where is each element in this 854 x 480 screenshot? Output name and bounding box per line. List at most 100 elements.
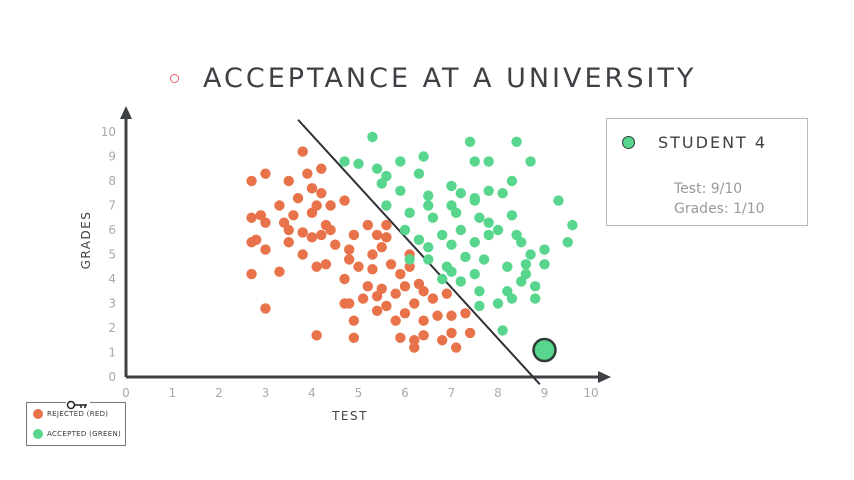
- accepted-point: [413, 234, 425, 245]
- rejected-point: [464, 327, 476, 339]
- accepted-point: [492, 298, 504, 309]
- accepted-point: [437, 273, 448, 285]
- title-bullet-icon: [170, 73, 179, 83]
- rejected-point: [371, 290, 383, 302]
- x-tick-label: 1: [169, 386, 177, 400]
- x-tick-label: 8: [494, 386, 502, 400]
- rejected-point: [316, 163, 327, 174]
- rejected-point: [325, 200, 336, 211]
- rejected-point: [320, 259, 332, 270]
- accepted-point: [567, 219, 578, 231]
- axes: [120, 106, 611, 383]
- rejected-point: [385, 259, 397, 270]
- x-tick-label: 0: [122, 386, 130, 400]
- rejected-point: [316, 188, 327, 199]
- rejected-point: [409, 342, 420, 353]
- accepted-point: [395, 185, 406, 196]
- rejected-point: [371, 229, 383, 241]
- rejected-point: [260, 217, 271, 228]
- key-icon: [66, 397, 90, 410]
- accepted-point: [446, 180, 457, 192]
- tick-labels: 0 1 2 3 4 5 6 7 8 9 10 0 1 2 3 4 5 6 7 8 9 10: [101, 125, 599, 400]
- rejected-point: [330, 239, 341, 250]
- x-tick-label: 3: [262, 386, 270, 400]
- accepted-point: [474, 300, 485, 312]
- rejected-point: [348, 229, 360, 241]
- rejected-point: [260, 168, 271, 179]
- rejected-point: [399, 281, 411, 292]
- accepted-point: [381, 200, 392, 211]
- accepted-point: [497, 325, 508, 336]
- accepted-point: [553, 195, 564, 206]
- accepted-point: [423, 190, 434, 201]
- rejected-point: [283, 224, 294, 236]
- y-tick-label: 8: [108, 174, 116, 188]
- accepted-point: [423, 241, 434, 253]
- accepted-swatch: [33, 429, 43, 439]
- info-header: STUDENT 4: [622, 133, 767, 152]
- rejected-point: [362, 281, 373, 292]
- info-title: STUDENT 4: [658, 133, 768, 152]
- test-score: Test: 9/10: [674, 181, 743, 197]
- accepted-point: [455, 276, 466, 287]
- rejected-point: [362, 219, 373, 231]
- accepted-point: [367, 131, 378, 143]
- accepted-point: [339, 156, 350, 167]
- rejected-point: [427, 293, 439, 304]
- accepted-point: [446, 239, 457, 250]
- rejected-point: [246, 212, 257, 223]
- accepted-point: [497, 188, 508, 199]
- legend-item-accepted: ACCEPTED (GREEN): [33, 429, 121, 439]
- rejected-point: [418, 286, 429, 297]
- accepted-point: [530, 281, 541, 292]
- y-tick-label: 9: [108, 150, 116, 164]
- accepted-point: [353, 158, 364, 170]
- accepted-point: [506, 210, 518, 221]
- rejected-point: [441, 288, 453, 299]
- grades-score: Grades: 1/10: [674, 201, 765, 217]
- accepted-point: [464, 136, 476, 147]
- y-tick-label: 7: [108, 199, 116, 213]
- rejected-point: [437, 335, 448, 346]
- x-tick-label: 10: [583, 386, 598, 400]
- rejected-point: [381, 300, 392, 312]
- accepted-point: [423, 254, 434, 265]
- rejected-point: [311, 261, 322, 272]
- accepted-point: [469, 237, 480, 248]
- accepted-point: [474, 286, 485, 297]
- student-dot-icon: [622, 136, 635, 149]
- rejected-point: [348, 332, 360, 343]
- accepted-point: [418, 151, 429, 162]
- accepted-point: [404, 207, 415, 219]
- highlight-point: [532, 337, 557, 363]
- accepted-point: [437, 229, 448, 241]
- rejected-point: [371, 305, 383, 317]
- accepted-point: [478, 254, 490, 265]
- legend: REJECTED (RED) ACCEPTED (GREEN): [26, 397, 126, 446]
- accepted-point: [562, 237, 573, 248]
- accepted-point: [525, 249, 536, 260]
- rejected-point: [274, 266, 285, 277]
- y-tick-label: 1: [108, 346, 116, 360]
- x-tick-label: 9: [541, 386, 549, 400]
- accepted-point: [483, 229, 494, 241]
- rejected-point: [409, 298, 420, 309]
- accepted-point: [469, 156, 480, 167]
- accepted-point: [404, 254, 415, 265]
- rejected-point: [339, 298, 350, 309]
- accepted-point: [520, 268, 532, 280]
- accepted-point: [516, 237, 527, 248]
- accepted-point: [371, 163, 383, 174]
- accepted-point: [483, 156, 494, 167]
- accepted-point: [460, 251, 471, 263]
- accepted-point: [469, 195, 480, 206]
- accepted-point: [469, 268, 480, 280]
- accepted-point: [483, 217, 494, 228]
- rejected-point: [297, 227, 308, 238]
- y-tick-label: 10: [101, 125, 116, 139]
- rejected-point: [339, 195, 350, 206]
- accepted-point: [492, 224, 504, 236]
- rejected-point: [288, 210, 299, 221]
- rejected-point: [460, 308, 471, 319]
